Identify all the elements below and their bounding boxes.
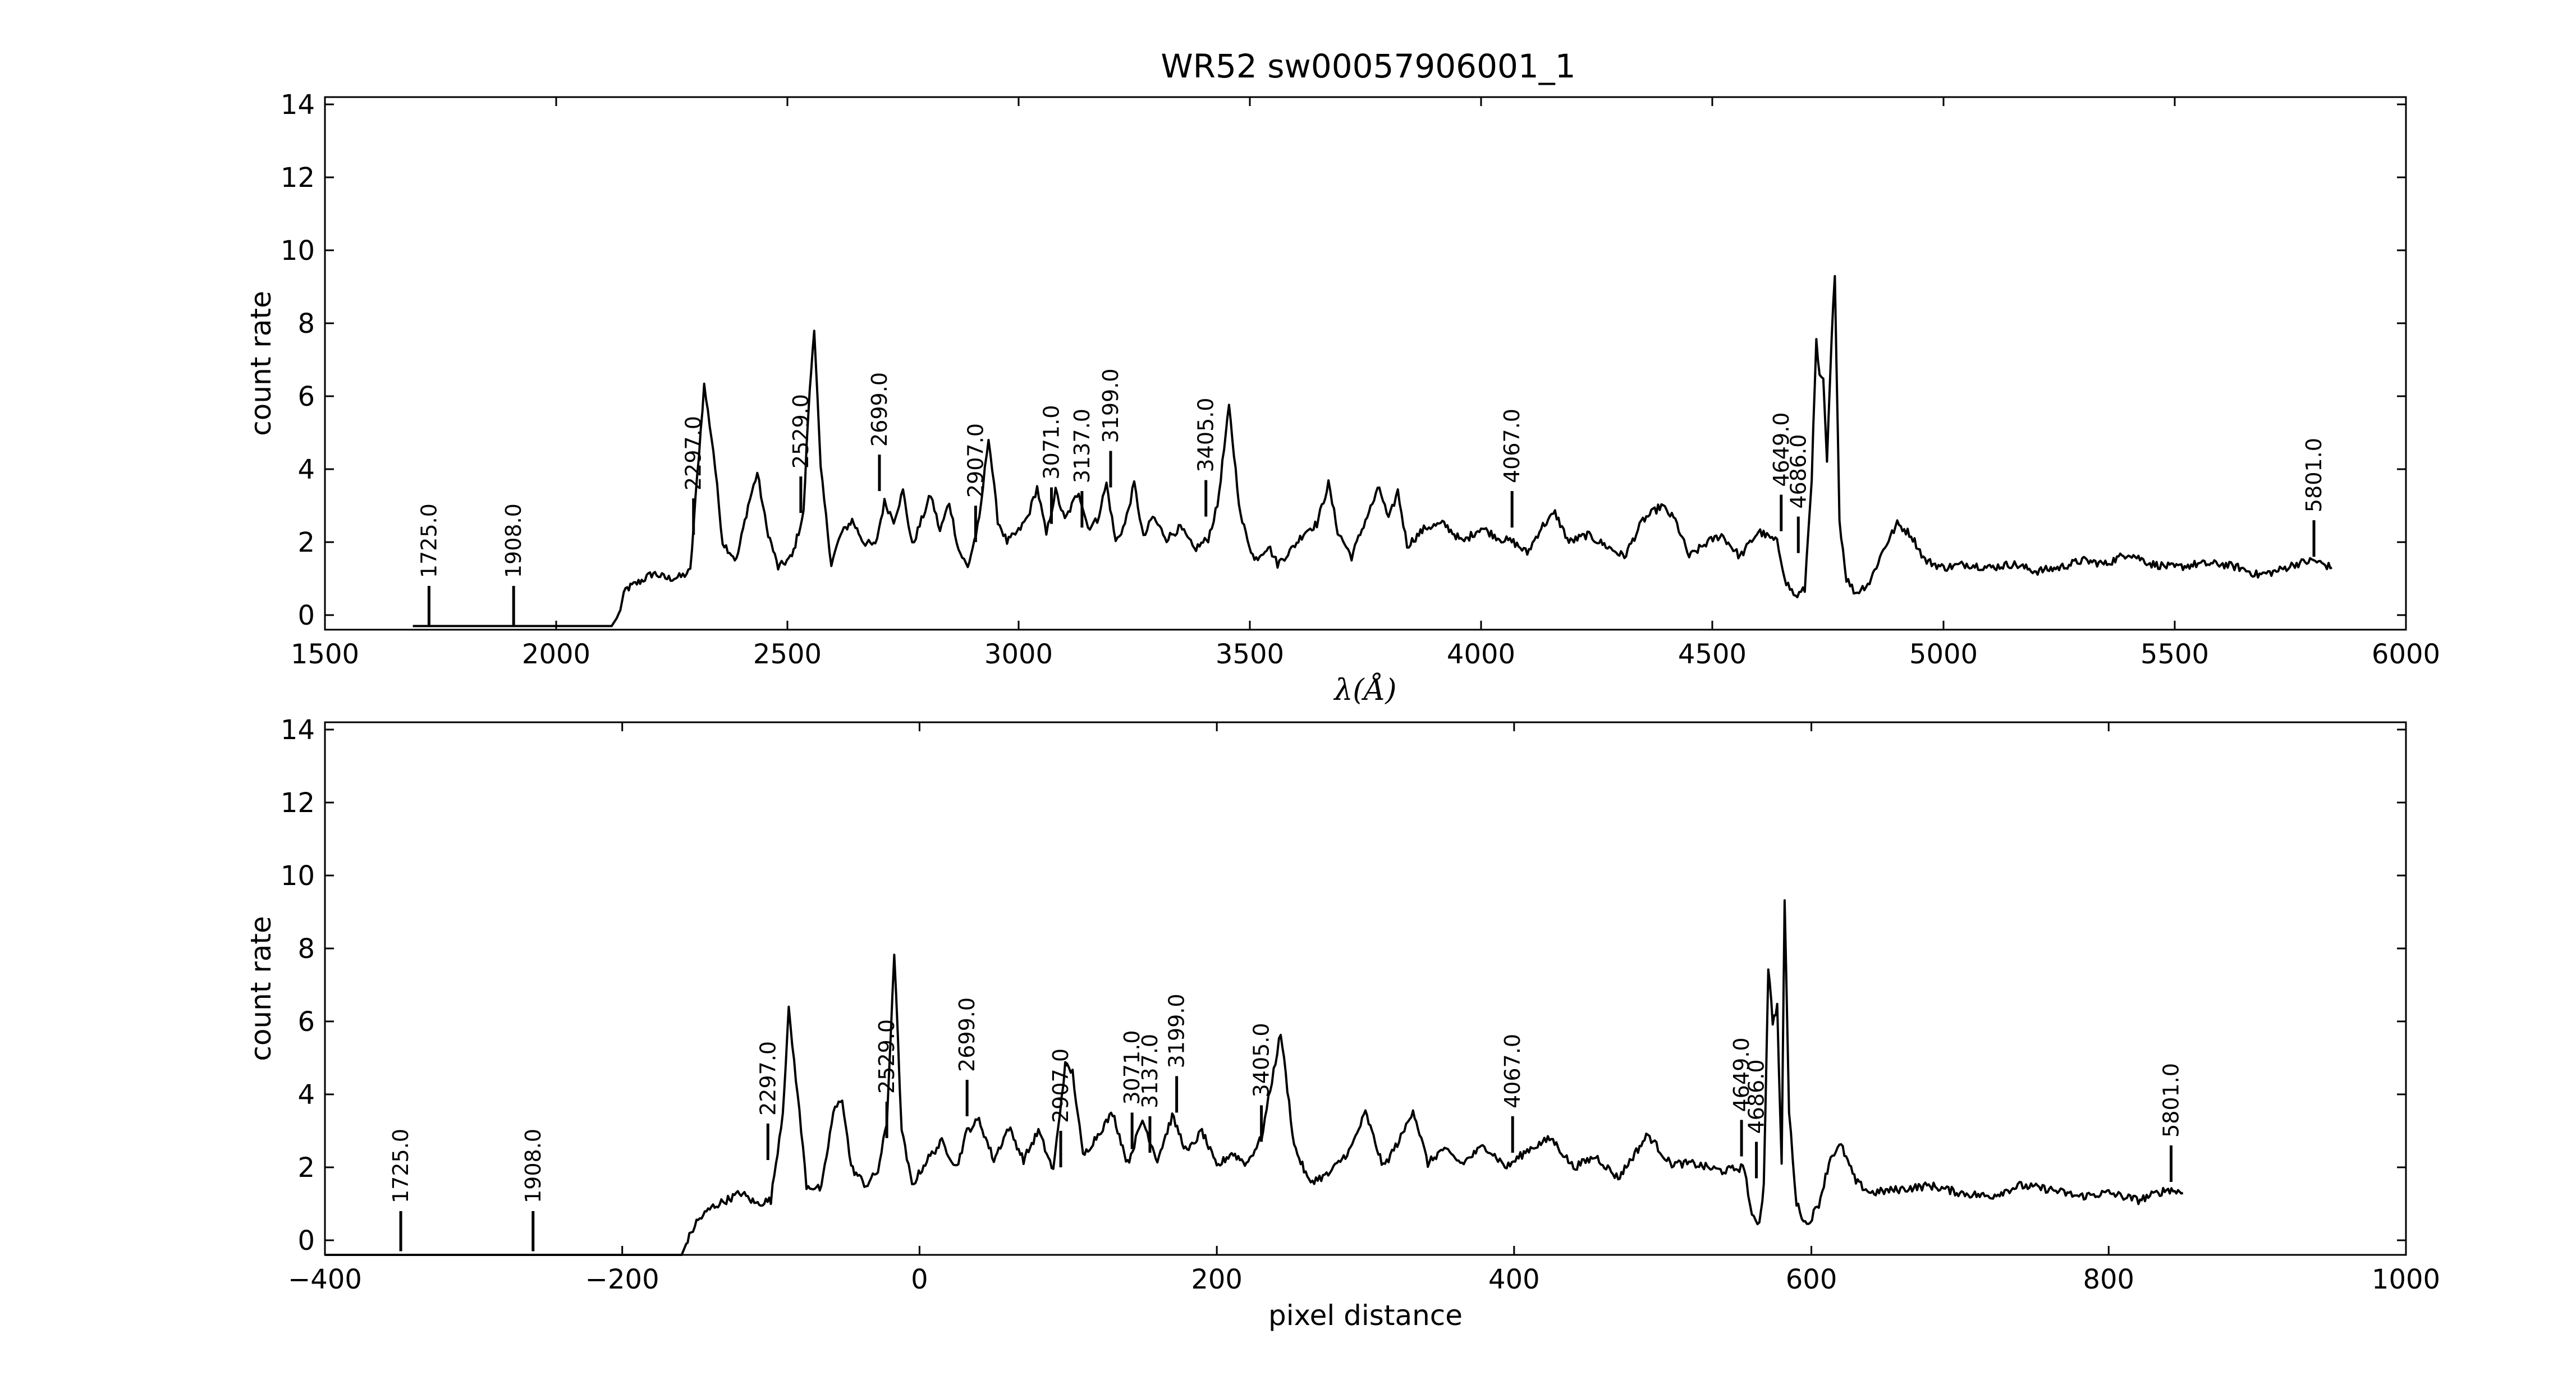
line-id-label: 2297.0 — [755, 1041, 780, 1116]
y-axis-label: count rate — [245, 916, 277, 1061]
figure-title: WR52 sw00057906001_1 — [1161, 47, 1575, 85]
y-tick-label: 4 — [297, 454, 315, 485]
line-id-label: 4649.0 — [1729, 1038, 1754, 1112]
line-id-label: 3137.0 — [1138, 1034, 1162, 1108]
x-tick-label: 4000 — [1447, 639, 1515, 670]
line-id-label: 2699.0 — [955, 997, 979, 1072]
axes-frame — [324, 721, 2407, 1256]
x-tick-label: 2000 — [522, 639, 590, 670]
line-id-label: 4686.0 — [1744, 1060, 1769, 1134]
line-id-label: 3071.0 — [1039, 405, 1064, 480]
line-id-label: 4686.0 — [1786, 434, 1810, 509]
x-tick-label: 3500 — [1216, 639, 1284, 670]
line-id-label: 2529.0 — [789, 394, 813, 469]
line-id-label: 2907.0 — [1048, 1048, 1073, 1123]
line-id-label: 2529.0 — [874, 1019, 899, 1094]
x-tick-label: 1500 — [291, 639, 359, 670]
x-tick-label: 800 — [2083, 1264, 2134, 1295]
x-tick-label: 5500 — [2140, 639, 2209, 670]
spectrum-line — [412, 275, 2332, 627]
y-tick-label: 12 — [281, 787, 315, 819]
line-id-label: 1725.0 — [416, 503, 441, 578]
line-id-label: 5801.0 — [2302, 438, 2326, 512]
y-tick-label: 4 — [297, 1079, 315, 1111]
line-id-label: 1908.0 — [521, 1129, 546, 1203]
line-id-label: 2297.0 — [681, 416, 706, 490]
x-tick-label: 0 — [911, 1264, 928, 1295]
x-tick-label: −200 — [585, 1264, 659, 1295]
y-tick-label: 2 — [297, 527, 315, 558]
x-tick-label: 1000 — [2372, 1264, 2440, 1295]
axes-frame — [324, 96, 2407, 631]
y-tick-label: 14 — [281, 714, 315, 746]
x-tick-label: −400 — [288, 1264, 362, 1295]
x-tick-label: 200 — [1191, 1264, 1243, 1295]
x-tick-label: 5000 — [1909, 639, 1978, 670]
line-id-label: 3199.0 — [1098, 369, 1123, 443]
y-tick-label: 8 — [297, 308, 315, 340]
line-id-label: 4067.0 — [1500, 409, 1524, 483]
y-tick-label: 6 — [297, 381, 315, 412]
line-id-label: 2907.0 — [963, 423, 988, 498]
y-tick-label: 2 — [297, 1152, 315, 1184]
y-tick-label: 12 — [281, 162, 315, 194]
y-tick-label: 0 — [297, 600, 315, 631]
x-axis-label: pixel distance — [1268, 1299, 1463, 1332]
x-tick-label: 6000 — [2372, 639, 2440, 670]
y-axis-label: count rate — [245, 291, 277, 436]
y-tick-label: 10 — [281, 860, 315, 892]
line-id-label: 2699.0 — [867, 372, 892, 447]
y-tick-label: 0 — [297, 1225, 315, 1257]
line-id-label: 3071.0 — [1120, 1030, 1144, 1105]
x-tick-label: 2500 — [753, 639, 822, 670]
x-tick-label: 400 — [1488, 1264, 1540, 1295]
x-tick-label: 3000 — [984, 639, 1053, 670]
x-tick-label: 4500 — [1678, 639, 1747, 670]
line-id-label: 3137.0 — [1070, 409, 1094, 483]
line-id-label: 3405.0 — [1194, 398, 1218, 473]
line-id-label: 4067.0 — [1500, 1034, 1525, 1108]
x-axis-label: λ(Å) — [1333, 672, 1396, 707]
line-id-label: 5801.0 — [2159, 1063, 2184, 1138]
x-tick-label: 600 — [1786, 1264, 1837, 1295]
y-tick-label: 8 — [297, 933, 315, 965]
y-tick-label: 10 — [281, 235, 315, 267]
pixel-distance-panel: 1725.0 1908.0 2297.0 2529.0 2699.0 2907.0 3071… — [245, 714, 2440, 1332]
y-tick-label: 14 — [281, 89, 315, 121]
y-tick-label: 6 — [297, 1006, 315, 1038]
line-id-label: 4649.0 — [1769, 412, 1794, 487]
line-id-label: 3405.0 — [1249, 1023, 1274, 1098]
line-id-label: 3199.0 — [1165, 994, 1189, 1069]
line-id-label: 1725.0 — [388, 1129, 413, 1203]
wavelength-panel: 1725.0 1908.0 2297.0 2529.0 2699.0 2907.0 3071… — [245, 89, 2440, 707]
line-id-label: 1908.0 — [501, 503, 526, 578]
